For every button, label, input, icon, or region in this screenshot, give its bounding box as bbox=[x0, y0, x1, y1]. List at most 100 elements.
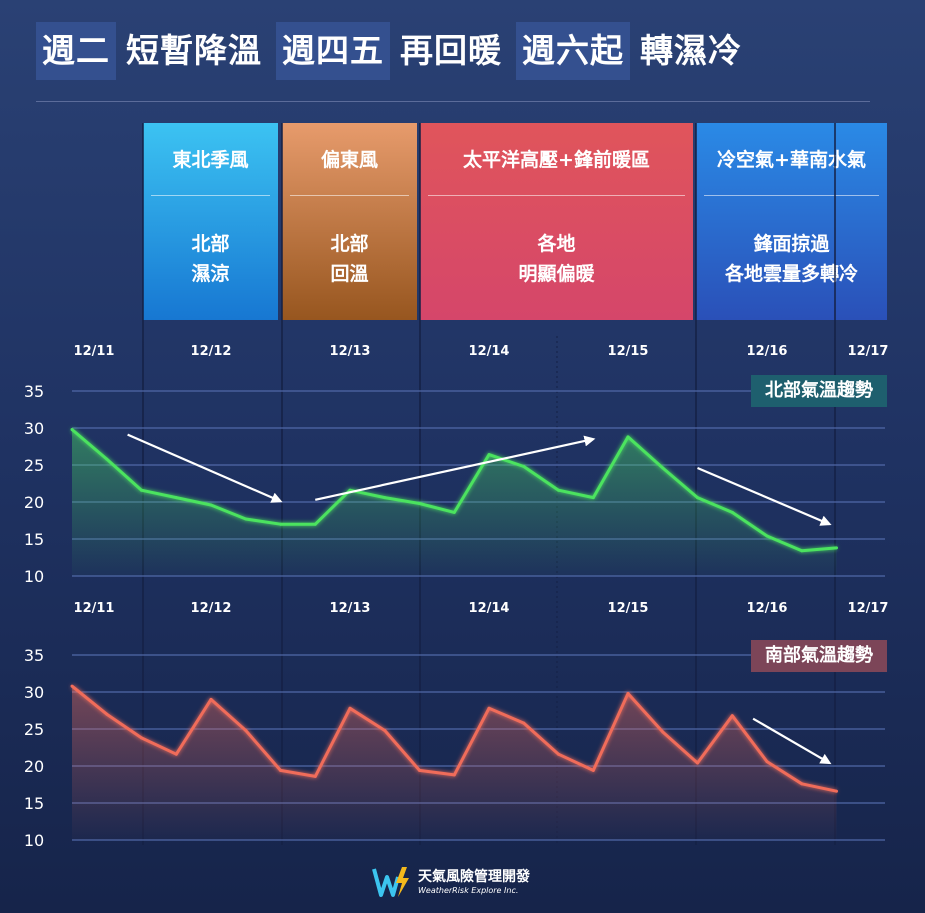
data-point bbox=[800, 549, 804, 553]
data-point bbox=[209, 503, 213, 507]
y-tick-label: 35 bbox=[24, 646, 44, 665]
south-chart-title-badge: 南部氣溫趨勢 bbox=[751, 640, 887, 672]
data-point bbox=[348, 706, 352, 710]
panel-body: 北部 濕涼 bbox=[143, 229, 278, 289]
data-point bbox=[800, 782, 804, 786]
data-point bbox=[730, 714, 734, 718]
headline-divider bbox=[36, 101, 870, 102]
trend-arrow bbox=[697, 466, 832, 526]
y-tick-label: 35 bbox=[24, 382, 44, 401]
y-tick-label: 10 bbox=[24, 831, 44, 850]
x-tick-label: 12/11 bbox=[74, 344, 115, 359]
x-tick-label: 12/16 bbox=[747, 344, 788, 359]
data-point bbox=[591, 496, 595, 500]
data-point bbox=[70, 428, 74, 431]
x-tick-label: 12/11 bbox=[74, 601, 115, 616]
y-tick-label: 25 bbox=[24, 456, 44, 475]
brand-logo: 天氣風險管理開發 WeatherRisk Explore Inc. bbox=[372, 864, 530, 900]
data-point bbox=[835, 546, 838, 550]
data-point bbox=[626, 435, 630, 439]
data-point bbox=[383, 496, 387, 500]
panel-divider bbox=[290, 195, 409, 196]
north-chart-title-badge: 北部氣溫趨勢 bbox=[751, 375, 887, 407]
weather-panel-pacific-high: 太平洋高壓+鋒前暖區 各地 明顯偏暖 bbox=[420, 123, 693, 320]
y-tick-label: 15 bbox=[24, 530, 44, 549]
data-point bbox=[765, 534, 769, 538]
data-point bbox=[383, 729, 387, 732]
data-point bbox=[522, 465, 526, 468]
y-tick-label: 10 bbox=[24, 567, 44, 586]
data-point bbox=[105, 457, 109, 461]
data-point bbox=[105, 712, 109, 716]
weather-panel-cold-air: 冷空氣+華南水氣 鋒面掠過 各地雲量多轉冷 bbox=[696, 123, 887, 320]
headline-chunk-5: 週六起 bbox=[516, 22, 630, 80]
data-point bbox=[661, 730, 665, 734]
data-point bbox=[487, 706, 491, 710]
panel-body-line: 鋒面掠過 bbox=[753, 233, 830, 255]
data-point bbox=[174, 752, 178, 756]
weather-panel-easterly-wind: 偏東風 北部 回溫 bbox=[282, 123, 417, 320]
panel-body-line: 濕涼 bbox=[191, 263, 230, 285]
x-tick-label: 12/13 bbox=[330, 601, 371, 616]
weatherrisk-logo-icon bbox=[372, 867, 409, 897]
trend-arrow bbox=[127, 433, 283, 503]
series-area bbox=[72, 686, 837, 840]
data-point bbox=[661, 466, 665, 470]
data-point bbox=[244, 517, 248, 521]
y-tick-label: 25 bbox=[24, 720, 44, 739]
data-point bbox=[209, 697, 213, 701]
data-point bbox=[418, 768, 421, 772]
data-point bbox=[452, 510, 456, 514]
panel-heading: 冷空氣+華南水氣 bbox=[717, 149, 866, 171]
brand-name-chinese: 天氣風險管理開發 bbox=[418, 868, 530, 885]
data-point bbox=[835, 789, 838, 793]
headline-chunk-6: 轉濕冷 bbox=[640, 31, 742, 70]
y-tick-label: 20 bbox=[24, 757, 44, 776]
panel-body: 北部 回溫 bbox=[282, 229, 417, 289]
data-point bbox=[174, 496, 178, 500]
data-point bbox=[452, 773, 456, 777]
y-tick-label: 20 bbox=[24, 493, 44, 512]
data-point bbox=[140, 488, 143, 492]
headline: 週二 短暫降溫 週四五 再回暖 週六起 轉濕冷 bbox=[36, 22, 756, 80]
x-tick-label: 12/17 bbox=[848, 344, 889, 359]
panel-body: 各地 明顯偏暖 bbox=[420, 229, 693, 289]
panel-body-line: 各地雲量多轉冷 bbox=[724, 263, 858, 285]
panel-divider bbox=[704, 195, 879, 196]
panel-body: 鋒面掠過 各地雲量多轉冷 bbox=[696, 229, 887, 289]
x-tick-label: 12/15 bbox=[608, 601, 649, 616]
headline-chunk-1: 週二 bbox=[36, 22, 116, 80]
panel-body-line: 北部 bbox=[191, 233, 230, 255]
data-point bbox=[70, 684, 74, 688]
x-tick-label: 12/17 bbox=[848, 601, 889, 616]
y-tick-label: 30 bbox=[24, 683, 44, 702]
data-point bbox=[696, 496, 699, 500]
panel-heading: 東北季風 bbox=[172, 149, 249, 171]
panel-body-line: 各地 bbox=[537, 233, 576, 255]
x-tick-label: 12/16 bbox=[747, 601, 788, 616]
panel-body-line: 明顯偏暖 bbox=[518, 263, 595, 285]
x-tick-label: 12/13 bbox=[330, 344, 371, 359]
series-area bbox=[72, 429, 837, 576]
y-tick-label: 15 bbox=[24, 794, 44, 813]
panel-heading: 偏東風 bbox=[320, 149, 378, 171]
weather-panel-northeast-monsoon: 東北季風 北部 濕涼 bbox=[143, 123, 278, 320]
x-tick-label: 12/12 bbox=[191, 344, 232, 359]
x-tick-label: 12/14 bbox=[469, 601, 510, 616]
data-point bbox=[140, 736, 143, 740]
data-point bbox=[626, 692, 630, 695]
x-tick-label: 12/14 bbox=[469, 344, 510, 359]
panel-heading: 太平洋高壓+鋒前暖區 bbox=[463, 149, 650, 171]
trend-arrow bbox=[315, 435, 596, 501]
data-point bbox=[522, 721, 526, 725]
trend-arrow bbox=[752, 717, 832, 765]
data-point bbox=[765, 760, 769, 764]
headline-chunk-2: 短暫降溫 bbox=[126, 31, 262, 70]
brand-name-english: WeatherRisk Explore Inc. bbox=[418, 885, 519, 895]
data-point bbox=[313, 522, 317, 526]
data-point bbox=[557, 488, 560, 492]
data-point bbox=[730, 510, 734, 514]
data-point bbox=[696, 761, 699, 765]
data-point bbox=[279, 768, 282, 772]
